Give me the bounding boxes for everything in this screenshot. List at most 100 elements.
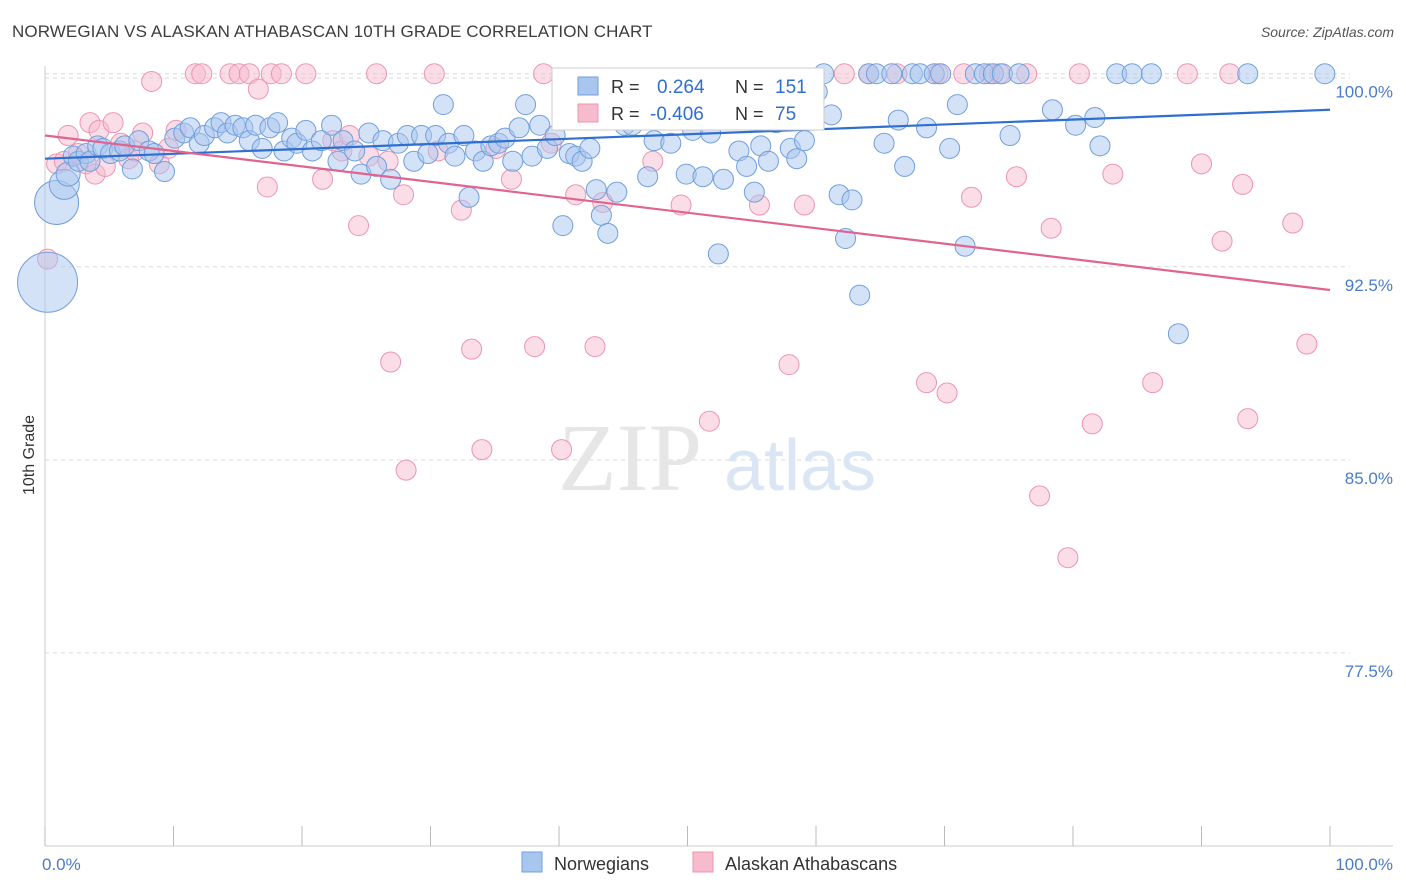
data-point xyxy=(712,168,734,190)
legend-r-value-blue: 0.264 xyxy=(657,77,705,98)
x-tick-labels: 0.0% 100.0% xyxy=(42,855,1393,874)
trend-lines xyxy=(44,108,1331,292)
data-point xyxy=(423,63,445,85)
data-point xyxy=(1140,63,1162,85)
data-point xyxy=(916,372,938,394)
data-point xyxy=(793,194,815,216)
data-point xyxy=(584,336,606,358)
x-tick-label: 0.0% xyxy=(42,855,81,874)
data-point xyxy=(238,63,260,85)
data-point xyxy=(698,410,720,432)
legend-series: Norwegians Alaskan Athabascans xyxy=(521,851,897,874)
data-point xyxy=(736,155,758,177)
data-point xyxy=(786,148,808,170)
x-tick-label: 100.0% xyxy=(1335,855,1393,874)
data-point xyxy=(1102,163,1124,185)
data-point xyxy=(1314,63,1336,85)
data-point xyxy=(121,158,143,180)
data-point xyxy=(417,143,439,165)
data-point xyxy=(502,150,524,172)
gridlines xyxy=(45,73,1350,654)
legend-label-alaskan-athabascans: Alaskan Athabascans xyxy=(725,854,897,874)
y-tick-labels: 100.0% 92.5% 85.0% 77.5% xyxy=(1335,83,1393,681)
legend-label-norwegians: Norwegians xyxy=(554,854,649,874)
data-point xyxy=(102,112,124,134)
data-point xyxy=(1237,63,1259,85)
data-point xyxy=(707,243,729,265)
legend-n-label-blue: N = xyxy=(735,77,764,97)
data-point xyxy=(515,94,537,116)
legend-stats: R = 0.264 N = 151 R = -0.406 N = 75 xyxy=(551,67,825,131)
data-point xyxy=(1282,212,1304,234)
data-point xyxy=(1176,63,1198,85)
data-point xyxy=(946,94,968,116)
data-point xyxy=(778,354,800,376)
y-tick-label: 77.5% xyxy=(1345,662,1393,681)
data-point xyxy=(916,117,938,139)
watermark-atlas: atlas xyxy=(724,426,876,506)
data-point xyxy=(565,184,587,206)
data-point xyxy=(366,63,388,85)
data-point xyxy=(743,181,765,203)
data-point xyxy=(1041,99,1063,121)
data-point xyxy=(508,117,530,139)
data-point xyxy=(692,166,714,188)
data-point xyxy=(458,186,480,208)
data-point xyxy=(1232,173,1254,195)
data-point xyxy=(321,114,343,136)
data-point xyxy=(444,145,466,167)
data-point xyxy=(1296,333,1318,355)
data-point xyxy=(380,168,402,190)
legend-n-value-pink: 75 xyxy=(775,104,796,125)
data-point xyxy=(849,284,871,306)
data-point xyxy=(154,161,176,183)
data-point xyxy=(606,181,628,203)
data-point xyxy=(833,63,855,85)
data-point xyxy=(344,140,366,162)
data-point xyxy=(757,150,779,172)
data-point xyxy=(660,132,682,154)
data-point xyxy=(1211,230,1233,252)
data-point xyxy=(251,137,273,159)
data-point xyxy=(999,125,1021,147)
data-point xyxy=(17,251,79,313)
y-tick-label: 85.0% xyxy=(1345,469,1393,488)
data-point xyxy=(1219,63,1241,85)
data-point xyxy=(267,112,289,134)
data-point xyxy=(191,63,213,85)
chart-title: NORWEGIAN VS ALASKAN ATHABASCAN 10TH GRA… xyxy=(12,22,653,41)
trend-line-blue xyxy=(44,108,1331,160)
data-point xyxy=(1089,135,1111,157)
legend-r-label-blue: R = xyxy=(611,77,640,97)
data-point xyxy=(552,215,574,237)
data-point xyxy=(579,137,601,159)
data-point xyxy=(1029,485,1051,507)
data-point xyxy=(348,215,370,237)
legend-swatch-pink xyxy=(577,103,599,123)
data-point xyxy=(310,130,332,152)
data-point xyxy=(597,222,619,244)
legend-swatch-blue xyxy=(577,76,599,96)
data-point xyxy=(835,227,857,249)
data-point xyxy=(471,439,493,461)
data-point xyxy=(256,176,278,198)
trend-line-pink xyxy=(44,134,1331,292)
data-point xyxy=(1237,408,1259,430)
data-point xyxy=(1068,63,1090,85)
data-point xyxy=(529,114,551,136)
y-tick-label: 92.5% xyxy=(1345,276,1393,295)
data-point xyxy=(670,194,692,216)
data-point xyxy=(247,78,269,100)
data-point xyxy=(1191,153,1212,175)
data-point xyxy=(936,382,958,404)
legend-swatch-alaskan-athabascans xyxy=(692,851,714,873)
data-point xyxy=(1005,166,1027,188)
data-point xyxy=(494,127,516,149)
data-point xyxy=(453,125,475,147)
y-axis-label: 10th Grade xyxy=(21,415,38,495)
data-point xyxy=(270,63,292,85)
watermark: ZIP atlas xyxy=(558,404,876,511)
data-point xyxy=(393,184,415,206)
data-point xyxy=(1167,323,1189,345)
